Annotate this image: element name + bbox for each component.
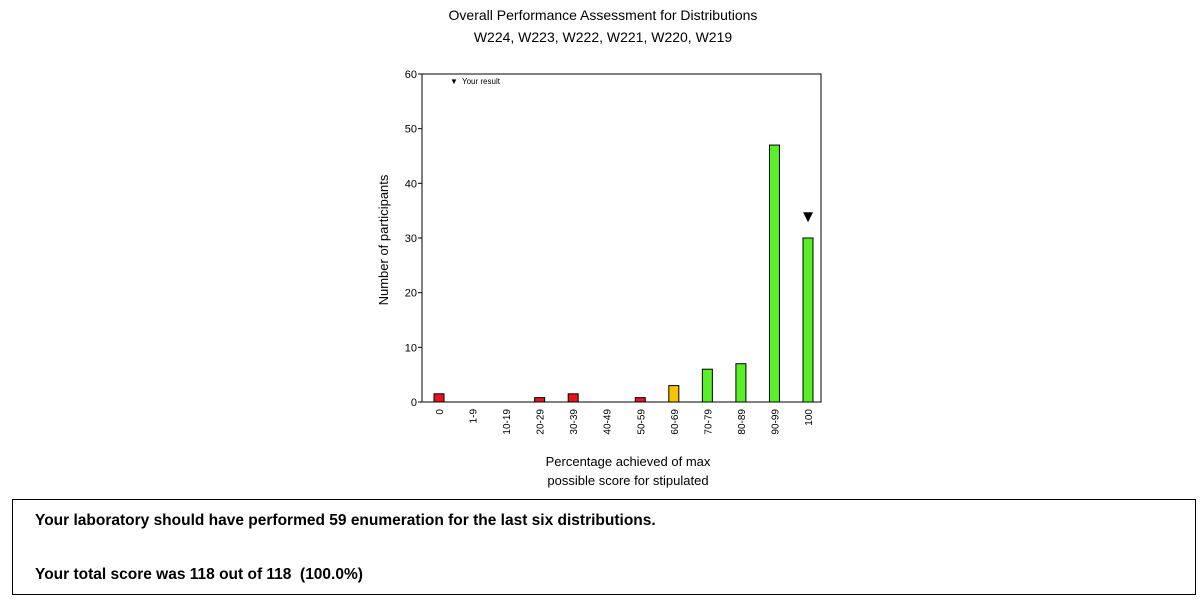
legend-label: Your result — [462, 77, 501, 86]
x-tick-label: 100 — [804, 409, 815, 426]
x-tick-label: 0 — [435, 409, 446, 415]
x-tick-label: 90-99 — [770, 409, 781, 435]
your-result-marker-icon: ▼ — [800, 207, 817, 226]
y-tick-label: 20 — [405, 288, 417, 300]
x-tick-label: 20-29 — [536, 409, 547, 435]
y-tick-label: 50 — [405, 124, 417, 136]
chart-title: Overall Performance Assessment for Distr… — [449, 7, 758, 23]
bar — [701, 368, 713, 403]
summary-box: Your laboratory should have performed 59… — [12, 499, 1196, 595]
bar — [768, 144, 780, 403]
bar — [567, 393, 579, 403]
bar — [534, 397, 546, 403]
bar — [433, 393, 445, 403]
expected-enumeration-text: Your laboratory should have performed 59… — [35, 512, 656, 529]
x-tick-label: 80-89 — [737, 409, 748, 435]
y-tick-label: 40 — [405, 178, 417, 190]
x-axis-label-line-1: Percentage achieved of max — [546, 454, 711, 469]
bars — [433, 144, 814, 403]
bar — [634, 397, 646, 403]
x-axis: 0 1-9 10-19 20-29 30-39 40-49 50-59 60-69 70-79 8… — [435, 409, 815, 435]
legend-marker-icon: ▼ — [450, 77, 458, 86]
legend: ▼ Your result — [450, 77, 501, 86]
x-tick-label: 30-39 — [569, 409, 580, 435]
plot-area — [421, 73, 822, 403]
y-tick-label: 60 — [405, 69, 417, 81]
y-tick-label: 10 — [405, 342, 417, 354]
total-score-text: Your total score was 118 out of 118 (100… — [35, 566, 363, 583]
x-tick-label: 60-69 — [670, 409, 681, 435]
y-axis-label: Number of participants — [376, 174, 391, 305]
x-tick-label: 70-79 — [703, 409, 714, 435]
x-tick-label: 50-59 — [636, 409, 647, 435]
x-axis-label-line-2: possible score for stipulated — [547, 473, 708, 488]
y-tick-label: 0 — [411, 397, 417, 409]
bar — [735, 363, 747, 403]
bar — [668, 385, 680, 403]
y-tick-label: 30 — [405, 233, 417, 245]
x-tick-label: 1-9 — [469, 409, 480, 424]
x-tick-label: 40-49 — [603, 409, 614, 435]
x-tick-label: 10-19 — [502, 409, 513, 435]
y-axis: 0 10 20 30 40 50 60 — [405, 69, 422, 409]
bar — [802, 237, 814, 403]
chart-subtitle: W224, W223, W222, W221, W220, W219 — [474, 29, 733, 45]
